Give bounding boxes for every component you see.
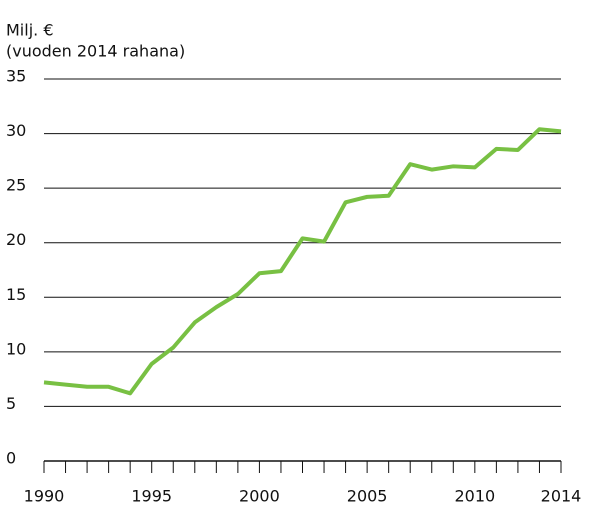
y-axis-label: Milj. €: [6, 21, 54, 40]
data-line: [43, 127, 562, 396]
y-tick-label: 25: [6, 176, 26, 195]
x-tick-label: 1990: [24, 487, 65, 506]
x-tick-label: 2010: [454, 487, 495, 506]
x-tick-label: 2014: [541, 487, 582, 506]
x-tick-label: 2005: [347, 487, 388, 506]
x-tick-label: 2000: [239, 487, 280, 506]
y-tick-label: 35: [6, 67, 26, 86]
x-tick-label: 1995: [131, 487, 172, 506]
y-tick-label: 30: [6, 121, 26, 140]
y-tick-label: 0: [6, 449, 16, 468]
y-tick-label: 5: [6, 394, 16, 413]
y-tick-label: 15: [6, 285, 26, 304]
y-axis-label: (vuoden 2014 rahana): [6, 42, 185, 61]
y-tick-label: 10: [6, 339, 26, 358]
y-tick-label: 20: [6, 230, 26, 249]
